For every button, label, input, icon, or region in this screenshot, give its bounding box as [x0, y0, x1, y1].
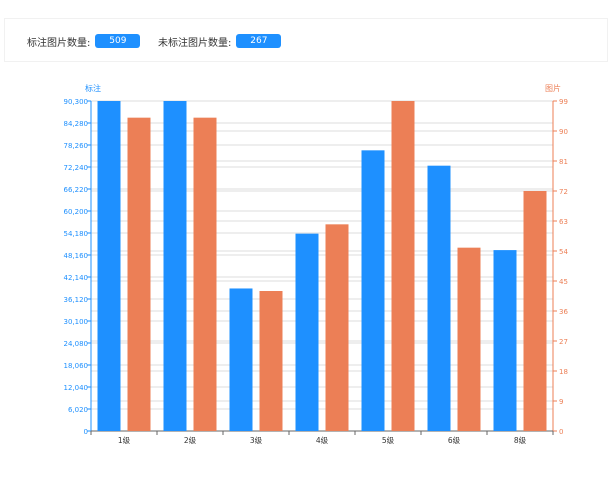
y-right-tick-label: 0: [559, 428, 563, 436]
y-right-tick-label: 99: [559, 98, 568, 106]
unannotated-count-stat: 未标注图片数量: 267: [158, 34, 282, 49]
y-right-tick-label: 36: [559, 308, 568, 316]
y-left-tick-label: 0: [84, 428, 88, 436]
y-left-tick-label: 84,280: [64, 120, 89, 128]
y-left-tick-label: 42,140: [64, 274, 89, 282]
annotated-count-stat: 标注图片数量: 509: [27, 34, 141, 49]
bar-left-series: [163, 101, 187, 431]
y-left-tick-label: 18,060: [64, 362, 89, 370]
bar-left-series: [229, 288, 253, 431]
annotated-count-label: 标注图片数量:: [27, 37, 91, 49]
bar-left-series: [361, 150, 385, 431]
x-tick-label: 5级: [382, 435, 395, 445]
unannotated-count-badge: 267: [236, 34, 282, 48]
bar-right-series: [523, 191, 547, 431]
y-right-tick-label: 18: [559, 368, 568, 376]
x-tick-label: 4级: [316, 435, 329, 445]
y-right-tick-label: 72: [559, 188, 568, 196]
bar-left-series: [295, 233, 319, 431]
x-tick-label: 1级: [118, 435, 131, 445]
y-left-tick-label: 66,220: [64, 186, 89, 194]
y-left-tick-label: 60,200: [64, 208, 89, 216]
bar-left-series: [97, 101, 121, 431]
x-tick-label: 8级: [514, 435, 527, 445]
y-right-tick-label: 63: [559, 218, 568, 226]
y-left-tick-label: 36,120: [64, 296, 89, 304]
unannotated-count-label: 未标注图片数量:: [158, 37, 232, 49]
bar-right-series: [325, 224, 349, 431]
bar-left-series: [427, 165, 451, 431]
bar-right-series: [457, 247, 481, 431]
y-left-tick-label: 48,160: [64, 252, 89, 260]
y-left-tick-label: 72,240: [64, 164, 89, 172]
annotated-count-badge: 509: [95, 34, 141, 48]
y-right-tick-label: 90: [559, 128, 568, 136]
bar-left-series: [493, 250, 517, 431]
x-tick-label: 3级: [250, 435, 263, 445]
x-tick-label: 2级: [184, 435, 197, 445]
x-tick-label: 6级: [448, 435, 461, 445]
bar-right-series: [391, 101, 415, 431]
y-right-axis-title: 图片: [545, 83, 561, 93]
y-left-tick-label: 54,180: [64, 230, 89, 238]
bar-right-series: [127, 117, 151, 432]
y-right-tick-label: 54: [559, 248, 568, 256]
y-left-tick-label: 24,080: [64, 340, 89, 348]
y-left-axis-title: 标注: [85, 83, 101, 93]
y-left-tick-label: 90,300: [64, 98, 89, 106]
y-left-tick-label: 6,020: [68, 406, 88, 414]
bar-right-series: [259, 291, 283, 431]
y-left-tick-label: 30,100: [64, 318, 89, 326]
y-left-tick-label: 78,260: [64, 142, 89, 150]
stats-bar: 标注图片数量: 509 未标注图片数量: 267: [4, 18, 608, 62]
y-right-tick-label: 27: [559, 338, 568, 346]
y-right-tick-label: 45: [559, 278, 568, 286]
y-right-tick-label: 9: [559, 398, 563, 406]
bar-right-series: [193, 117, 217, 432]
y-right-tick-label: 81: [559, 158, 568, 166]
y-left-tick-label: 12,040: [64, 384, 89, 392]
